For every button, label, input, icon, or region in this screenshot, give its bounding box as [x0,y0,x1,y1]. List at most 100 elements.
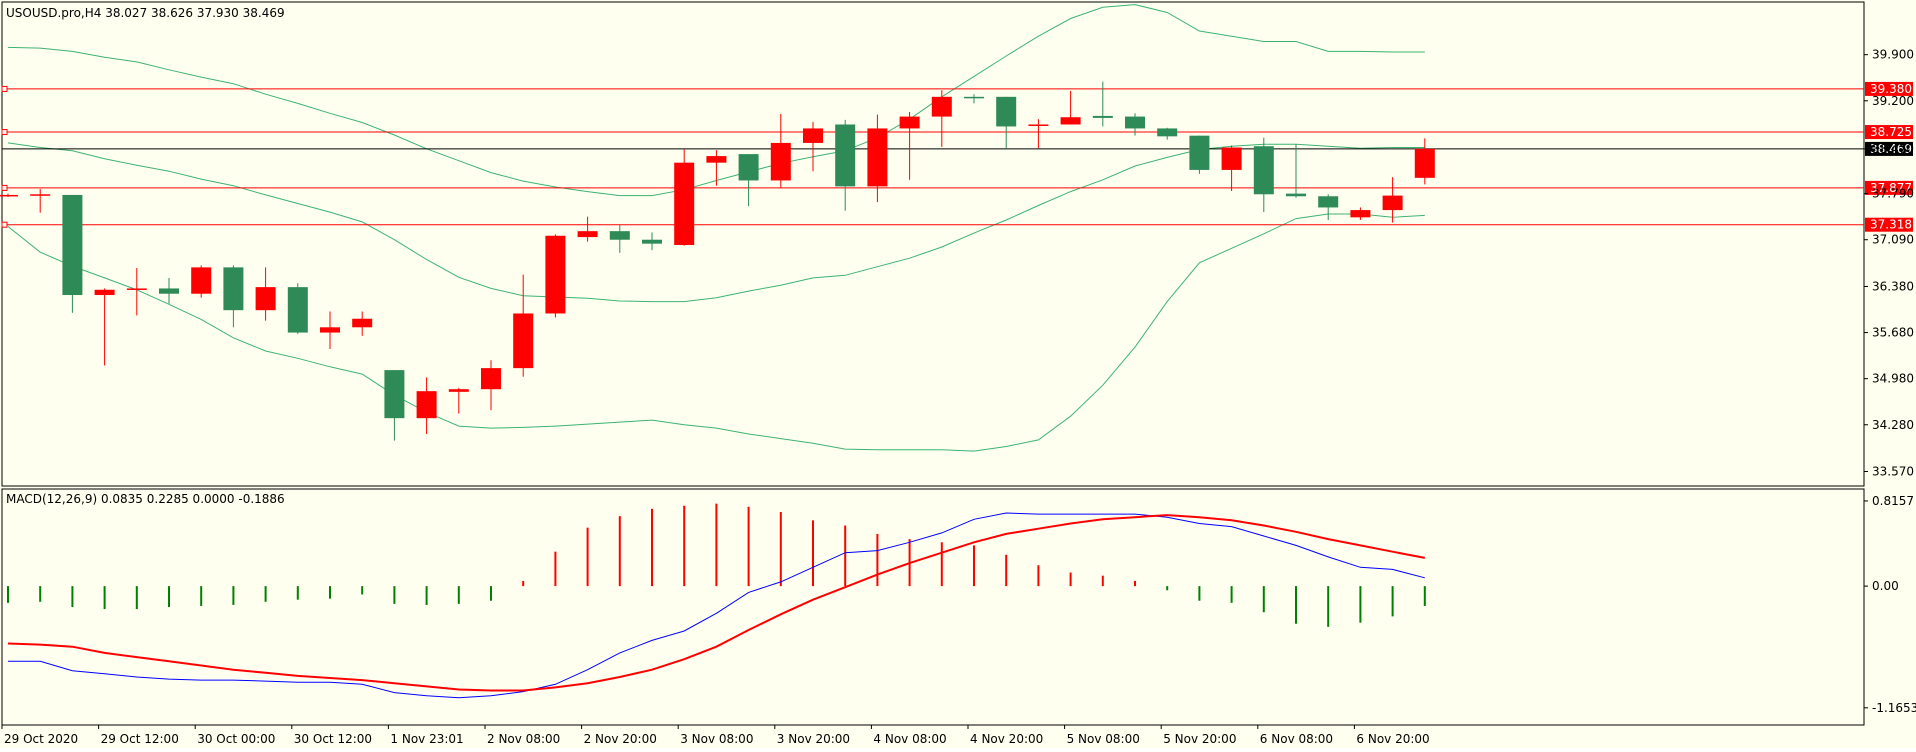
time-tick-label: 2 Nov 20:00 [584,732,657,746]
candle [770,113,791,188]
candle [94,288,115,366]
level-anchor [1,129,8,136]
candle-body [1157,128,1178,137]
main-pane-frame [1,1,1865,487]
time-tick-label: 29 Oct 2020 [4,732,78,746]
candle-body [964,96,984,99]
candle-body [1350,210,1371,218]
level-price-label: 37.877 [1870,181,1912,195]
price-tick-label: 35.680 [1872,326,1914,340]
candle [899,111,920,180]
macd-main-line [8,512,1425,699]
level-anchor [1,85,8,92]
candle [738,154,759,207]
candle [1028,119,1049,149]
candle-body [577,231,598,238]
candle [1414,138,1435,185]
candle-body [0,194,18,197]
level-anchor [1,221,8,228]
chart-title: USOUSD.pro,H4 38.027 38.626 37.930 38.46… [6,6,285,20]
price-tick-label: 33.570 [1872,465,1914,479]
candle-body [384,370,405,419]
candle [1189,135,1210,174]
candle-body [899,116,920,129]
macd-tick-label: -1.1653 [1872,701,1916,715]
candle-body [1189,135,1210,170]
candle [1318,194,1339,220]
time-tick-label: 30 Oct 12:00 [294,732,372,746]
candle-body [416,391,437,419]
candle-body [126,288,147,290]
time-tick-label: 3 Nov 20:00 [777,732,850,746]
price-tick-label: 39.200 [1872,94,1914,108]
macd-indicator [7,503,1426,699]
candle [1253,137,1274,213]
candle [1350,207,1371,220]
candle-body [1382,195,1403,211]
price-tick-label: 38.470 [1872,142,1914,156]
candle [674,149,695,246]
candle [1221,145,1242,191]
candle-body [30,194,51,196]
candle-body [287,287,308,333]
candle-body [642,239,662,244]
time-tick-label: 3 Nov 08:00 [680,732,753,746]
candle [706,150,727,186]
time-tick-label: 30 Oct 00:00 [197,732,275,746]
time-tick-label: 5 Nov 20:00 [1163,732,1236,746]
candle [416,377,437,434]
candle-body [770,142,791,181]
price-tick-label: 36.380 [1872,279,1914,293]
candle [159,277,179,304]
candle-body [320,327,340,333]
candle-body [706,156,727,163]
candle-body [1286,193,1306,197]
candle [0,193,18,197]
candle-body [867,128,888,187]
candle [320,311,340,350]
candle [867,114,888,203]
candle [384,370,405,441]
candle [191,265,212,298]
time-tick-label: 4 Nov 20:00 [970,732,1043,746]
time-tick-label: 6 Nov 20:00 [1356,732,1429,746]
time-tick-label: 29 Oct 12:00 [101,732,179,746]
time-tick-label: 4 Nov 08:00 [873,732,946,746]
candle-body [1253,146,1274,195]
time-tick-label: 6 Nov 08:00 [1260,732,1333,746]
band-lower-line [7,213,1425,452]
macd-signal-line [7,514,1425,692]
candle-body [835,124,856,187]
candle-body [1092,115,1113,118]
candle-body [62,194,83,296]
candle [255,267,276,321]
macd-tick-label: 0.00 [1872,579,1899,593]
level-price-label: 39.380 [1870,82,1912,96]
level-price-label: 37.318 [1870,218,1912,232]
horizontal-levels [1,85,1864,228]
price-tick-label: 34.980 [1872,372,1914,386]
level-price-tag [1865,125,1913,140]
level-anchor [1,184,8,191]
candles [0,81,1435,441]
candle-body [191,267,212,294]
time-axis: 29 Oct 2020 29 Oct 12:00 30 Oct 00:00 30 Oc… [1,725,1430,746]
level-price-tag [1865,81,1913,96]
candle-body [609,231,630,240]
macd-pane-frame [1,488,1865,726]
candle-body [1060,117,1081,125]
price-tick-label: 39.900 [1872,48,1914,62]
candle-body [1028,124,1049,126]
candle [287,283,308,334]
level-price-label: 38.725 [1870,125,1912,139]
price-tick-label: 37.090 [1872,233,1914,247]
level-price-tag [1865,217,1913,232]
time-tick-label: 2 Nov 08:00 [487,732,560,746]
candle [803,121,823,172]
candle [609,225,630,253]
price-tick-label: 34.280 [1872,418,1914,432]
candle-body [159,288,179,294]
time-tick-label: 5 Nov 08:00 [1067,732,1140,746]
candle [30,189,51,213]
